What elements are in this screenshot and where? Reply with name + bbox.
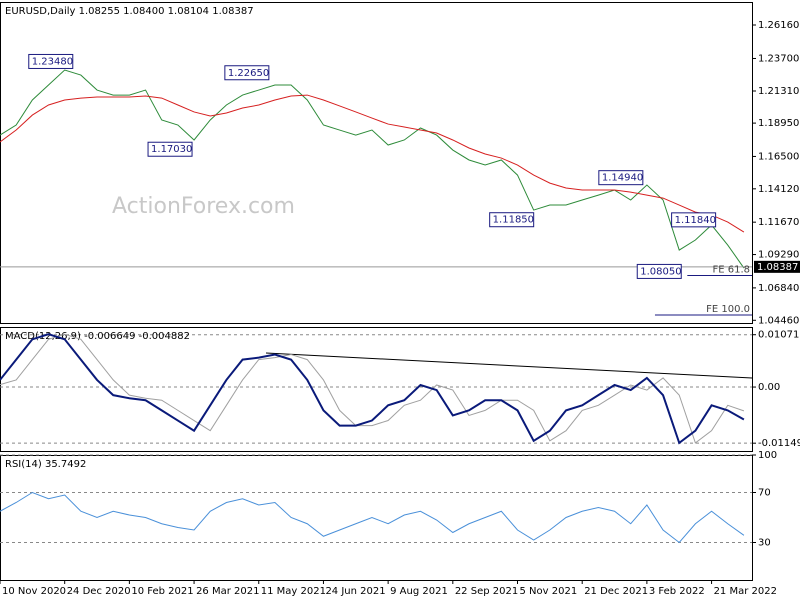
series-line bbox=[0, 333, 745, 444]
y-tick-label: 1.06840 bbox=[758, 283, 799, 294]
x-tick-label: 10 Nov 2020 bbox=[2, 586, 66, 597]
y-tick-label: 0.010719 bbox=[758, 330, 800, 341]
panel-frame bbox=[0, 455, 753, 581]
annotation-label: 1.22650 bbox=[228, 68, 269, 79]
annotation-label: 1.11850 bbox=[493, 215, 534, 226]
annotation-box bbox=[598, 170, 644, 186]
annotation-label: 1.11840 bbox=[675, 215, 716, 226]
y-tick-label: -0.011499 bbox=[758, 438, 800, 449]
y-tick-label: 1.04460 bbox=[758, 315, 799, 326]
last-price-box bbox=[754, 260, 800, 273]
y-tick-label: 1.16500 bbox=[758, 151, 799, 162]
annotation-label: 1.08050 bbox=[640, 266, 681, 277]
x-tick-label: 3 Feb 2022 bbox=[649, 586, 705, 597]
series-line bbox=[0, 69, 745, 269]
x-tick-label: 11 May 2021 bbox=[261, 586, 326, 597]
series-line bbox=[0, 94, 745, 233]
panel-title: MACD(12,26,9) -0.006649 -0.004882 bbox=[5, 331, 190, 342]
annotation-box bbox=[224, 65, 270, 81]
panel-title: EURUSD,Daily 1.08255 1.08400 1.08104 1.0… bbox=[5, 6, 254, 17]
x-tick-label: 24 Dec 2020 bbox=[67, 586, 131, 597]
fe-label: FE 61.8 bbox=[712, 265, 750, 276]
annotation-box bbox=[671, 212, 717, 228]
annotation-label: 1.14940 bbox=[602, 173, 643, 184]
y-tick-label: 1.21310 bbox=[758, 86, 799, 97]
x-tick-label: 10 Feb 2021 bbox=[131, 586, 193, 597]
x-tick-label: 21 Mar 2022 bbox=[714, 586, 777, 597]
series-line bbox=[0, 333, 745, 445]
y-tick-label: 70 bbox=[758, 488, 771, 499]
panel-frame bbox=[0, 2, 753, 324]
panel-frame bbox=[0, 327, 753, 452]
y-tick-label: 100 bbox=[758, 450, 777, 461]
annotation-label: 1.23480 bbox=[32, 56, 73, 67]
macd-trendline bbox=[265, 352, 753, 379]
x-tick-label: 22 Sep 2021 bbox=[455, 586, 518, 597]
panel-title: RSI(14) 35.7492 bbox=[5, 459, 86, 470]
y-tick-label: 1.14120 bbox=[758, 184, 799, 195]
y-tick-label: 0.00 bbox=[758, 382, 780, 393]
y-tick-label: 30 bbox=[758, 538, 771, 549]
annotation-label: 1.17030 bbox=[151, 144, 192, 155]
y-tick-label: 1.11670 bbox=[758, 217, 799, 228]
x-tick-label: 9 Aug 2021 bbox=[390, 586, 448, 597]
x-tick-label: 21 Dec 2021 bbox=[584, 586, 648, 597]
x-tick-label: 5 Nov 2021 bbox=[520, 586, 578, 597]
x-tick-label: 24 Jun 2021 bbox=[325, 586, 385, 597]
fe-label: FE 100.0 bbox=[706, 304, 750, 315]
annotation-box bbox=[636, 263, 682, 279]
last-price-label: 1.08387 bbox=[757, 262, 798, 273]
annotation-box bbox=[489, 212, 535, 228]
y-tick-label: 1.26160 bbox=[758, 20, 799, 31]
annotation-box bbox=[28, 53, 74, 69]
x-tick-label: 26 Mar 2021 bbox=[196, 586, 259, 597]
series-line bbox=[0, 491, 745, 544]
y-tick-label: 1.18950 bbox=[758, 118, 799, 129]
y-tick-label: 1.09290 bbox=[758, 250, 799, 261]
watermark: ActionForex.com bbox=[112, 194, 295, 219]
y-tick-label: 1.23700 bbox=[758, 53, 799, 64]
annotation-box bbox=[147, 141, 193, 157]
